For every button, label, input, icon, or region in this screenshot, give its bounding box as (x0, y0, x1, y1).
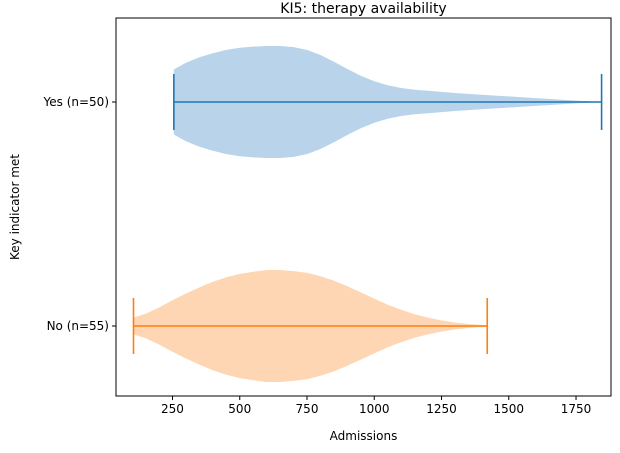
chart-title: KI5: therapy availability (280, 1, 446, 17)
plot-area (132, 46, 603, 382)
x-tick-label: 1000 (359, 402, 390, 416)
y-axis-label: Key indicator met (8, 154, 22, 260)
x-axis-label: Admissions (330, 429, 398, 443)
axis-ticks: 250 500 750 1000 1250 1500 1750 No (n=55) Yes (n… (43, 95, 592, 416)
x-tick-label: 1250 (426, 402, 457, 416)
x-tick-label: 250 (161, 402, 184, 416)
x-tick-label: 500 (228, 402, 251, 416)
x-tick-label: 1750 (561, 402, 592, 416)
axes-frame (115, 17, 612, 397)
x-tick-label: 1500 (493, 402, 524, 416)
x-tick-label: 750 (296, 402, 319, 416)
y-tick-label: Yes (n=50) (43, 95, 109, 109)
y-tick-label: No (n=55) (47, 319, 109, 333)
